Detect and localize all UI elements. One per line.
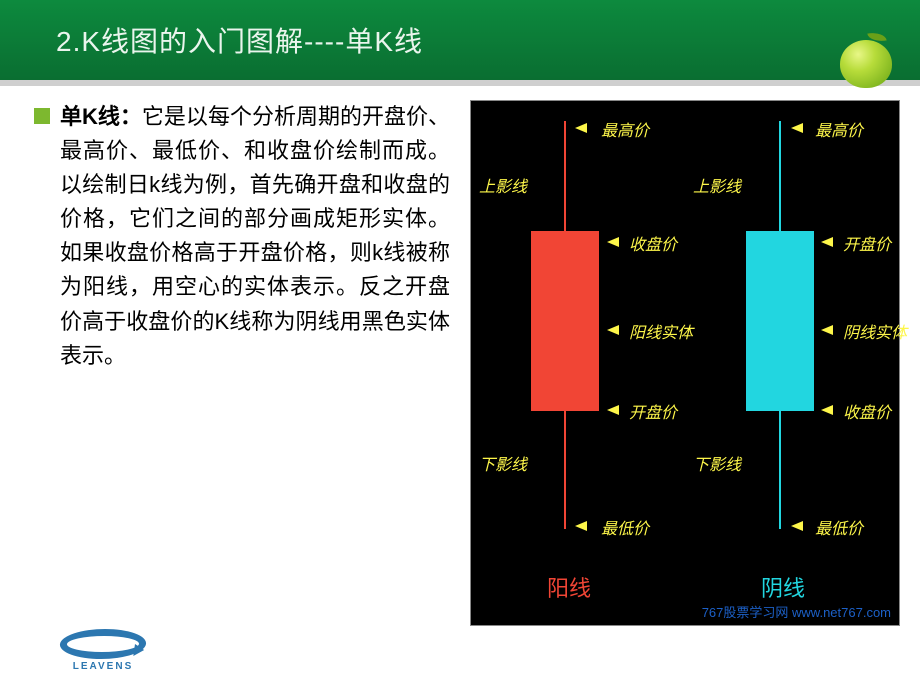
- label-close-yin: 收盘价: [843, 399, 891, 423]
- bullet-icon: [34, 108, 50, 124]
- arrow-icon: [821, 325, 833, 335]
- lead-term: 单K线：: [60, 104, 142, 129]
- label-lower-shadow-yin: 下影线: [693, 451, 741, 475]
- caption-yang: 阳线: [547, 571, 591, 603]
- body-paragraph: 单K线：它是以每个分析周期的开盘价、最高价、最低价、和收盘价绘制而成。以绘制日k…: [60, 100, 450, 373]
- label-upper-shadow-yang: 上影线: [479, 173, 527, 197]
- label-close-yang: 收盘价: [629, 231, 677, 255]
- arrow-icon: [607, 325, 619, 335]
- content-area: 单K线：它是以每个分析周期的开盘价、最高价、最低价、和收盘价绘制而成。以绘制日k…: [0, 86, 920, 626]
- watermark-text: 767股票学习网 www.net767.com: [702, 602, 891, 621]
- label-high-yin: 最高价: [815, 117, 863, 141]
- arrow-icon: [607, 405, 619, 415]
- candlestick-diagram: 最高价 上影线 收盘价 阳线实体 开盘价 下影线 最低价 阳线 最高价 上影线 …: [471, 101, 899, 625]
- label-body-yang: 阳线实体: [629, 319, 693, 343]
- arrow-icon: [575, 123, 587, 133]
- label-open-yin: 开盘价: [843, 231, 891, 255]
- logo-text: LEAVENS: [60, 661, 146, 672]
- body-content: 它是以每个分析周期的开盘价、最高价、最低价、和收盘价绘制而成。以绘制日k线为例，…: [60, 104, 450, 368]
- text-column: 单K线：它是以每个分析周期的开盘价、最高价、最低价、和收盘价绘制而成。以绘制日k…: [60, 100, 450, 626]
- label-low-yang: 最低价: [601, 515, 649, 539]
- label-open-yang: 开盘价: [629, 399, 677, 423]
- label-lower-shadow-yang: 下影线: [479, 451, 527, 475]
- label-high-yang: 最高价: [601, 117, 649, 141]
- arrow-icon: [821, 237, 833, 247]
- slide-title-bar: 2.K线图的入门图解----单K线: [0, 0, 920, 80]
- arrow-icon: [575, 521, 587, 531]
- label-body-yin: 阴线实体: [843, 319, 907, 343]
- caption-yin: 阴线: [761, 571, 805, 603]
- arrow-icon: [791, 521, 803, 531]
- label-upper-shadow-yin: 上影线: [693, 173, 741, 197]
- arrow-icon: [821, 405, 833, 415]
- slide-title: 2.K线图的入门图解----单K线: [56, 20, 423, 60]
- apple-decoration: [830, 30, 900, 90]
- diagram-container: 最高价 上影线 收盘价 阳线实体 开盘价 下影线 最低价 阳线 最高价 上影线 …: [470, 100, 900, 626]
- arrow-icon: [791, 123, 803, 133]
- label-low-yin: 最低价: [815, 515, 863, 539]
- leavens-logo: LEAVENS: [60, 629, 146, 672]
- logo-icon: [58, 629, 148, 659]
- arrow-icon: [607, 237, 619, 247]
- yin-body: [746, 231, 814, 411]
- yang-body: [531, 231, 599, 411]
